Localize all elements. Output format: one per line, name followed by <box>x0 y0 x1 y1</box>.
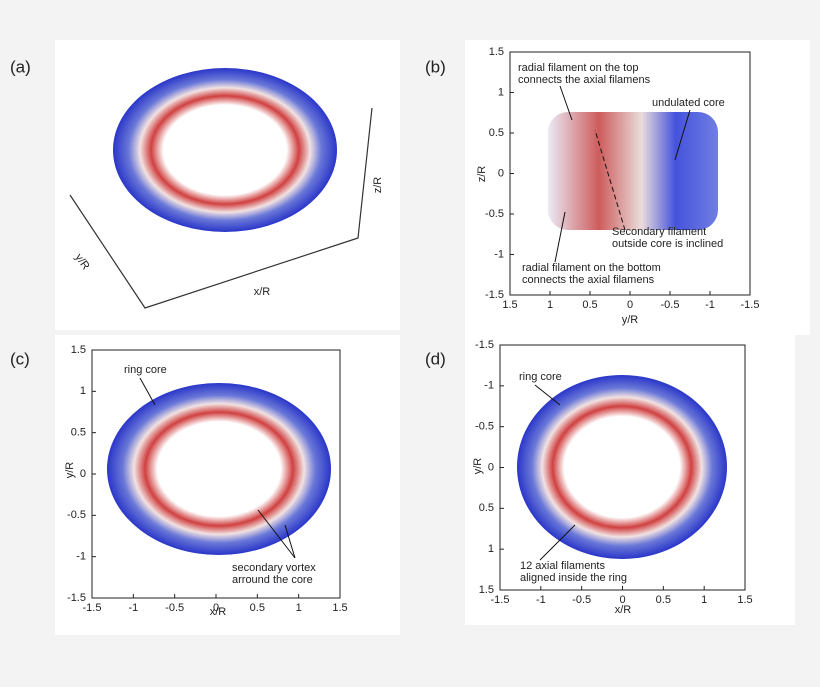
y-tick-label: 0 <box>488 461 494 473</box>
annotation: radial filament on the bottom <box>522 262 661 274</box>
panel-label: (c) <box>10 349 30 368</box>
y-tick-label: -0.5 <box>485 208 504 220</box>
panel-label: (d) <box>425 349 446 368</box>
panel-label: (b) <box>425 57 446 76</box>
annotation: secondary vortex <box>232 562 316 574</box>
y-axis-label: z/R <box>476 166 488 183</box>
ring-hole <box>169 429 269 509</box>
y-tick-label: -1.5 <box>67 592 86 604</box>
panel-label: (a) <box>10 57 31 76</box>
x-tick-label: 1.5 <box>737 594 752 606</box>
ring-hole <box>572 423 672 511</box>
x-tick-label: 1.5 <box>332 602 347 614</box>
x-tick-label: 0.5 <box>250 602 265 614</box>
annotation: Secondary filament <box>612 226 706 238</box>
y-tick-label: -0.5 <box>67 509 86 521</box>
x-axis-label: x/R <box>254 286 271 298</box>
x-tick-label: -0.5 <box>661 299 680 311</box>
x-tick-label: -1.5 <box>741 299 760 311</box>
y-tick-label: 1.5 <box>479 584 494 596</box>
annotation: outside core is inclined <box>612 238 723 250</box>
annotation: ring core <box>519 371 562 383</box>
x-tick-label: 1.5 <box>502 299 517 311</box>
ring-hole <box>177 116 273 184</box>
y-tick-label: 1.5 <box>489 46 504 58</box>
vortex-side <box>548 112 718 230</box>
arrows <box>139 85 691 561</box>
y-tick-label: 0.5 <box>71 427 86 439</box>
x-tick-label: 1 <box>296 602 302 614</box>
annotation: connects the axial filamens <box>518 74 651 86</box>
x-tick-label: 1 <box>701 594 707 606</box>
y-tick-label: -0.5 <box>475 421 494 433</box>
x-tick-label: 0.5 <box>582 299 597 311</box>
x-tick-label: 1 <box>547 299 553 311</box>
annotation: ring core <box>124 364 167 376</box>
y-tick-label: 1 <box>498 86 504 98</box>
x-axis-label: x/R <box>210 606 227 618</box>
x-axis-label: x/R <box>615 604 632 616</box>
y-tick-label: 1 <box>488 543 494 555</box>
y-tick-label: 0.5 <box>489 127 504 139</box>
annotation: 12 axial filaments <box>520 560 605 572</box>
x-tick-label: 0 <box>619 594 625 606</box>
annotation: undulated core <box>652 97 725 109</box>
x-tick-label: -1.5 <box>491 594 510 606</box>
x-tick-label: -0.5 <box>165 602 184 614</box>
y-tick-label: 0.5 <box>479 502 494 514</box>
y-tick-label: 0 <box>80 468 86 480</box>
annotation: arround the core <box>232 574 313 586</box>
annotation: aligned inside the ring <box>520 572 627 584</box>
x-tick-label: 0.5 <box>656 594 671 606</box>
axes-3d <box>69 107 373 309</box>
x-tick-label: -1 <box>536 594 546 606</box>
y-axis-label: y/R <box>64 462 76 479</box>
x-tick-label: -1.5 <box>83 602 102 614</box>
x-tick-label: -1 <box>128 602 138 614</box>
x-tick-label: -1 <box>705 299 715 311</box>
y-tick-label: -1.5 <box>475 339 494 351</box>
x-tick-label: 0 <box>627 299 633 311</box>
x-tick-label: 0 <box>213 602 219 614</box>
y-tick-label: 1.5 <box>71 344 86 356</box>
y-tick-label: 0 <box>498 167 504 179</box>
x-axis-label: y/R <box>622 314 639 326</box>
y-axis-label: y/R <box>472 458 484 475</box>
z-axis-label: z/R <box>372 177 384 194</box>
annotation: radial filament on the top <box>518 62 638 74</box>
annotation: connects the axial filamens <box>522 274 655 286</box>
y-tick-label: -1 <box>484 380 494 392</box>
y-tick-label: -1 <box>494 248 504 260</box>
y-tick-label: -1 <box>76 551 86 563</box>
y-tick-label: -1.5 <box>485 289 504 301</box>
x-tick-label: -0.5 <box>572 594 591 606</box>
y-tick-label: 1 <box>80 385 86 397</box>
